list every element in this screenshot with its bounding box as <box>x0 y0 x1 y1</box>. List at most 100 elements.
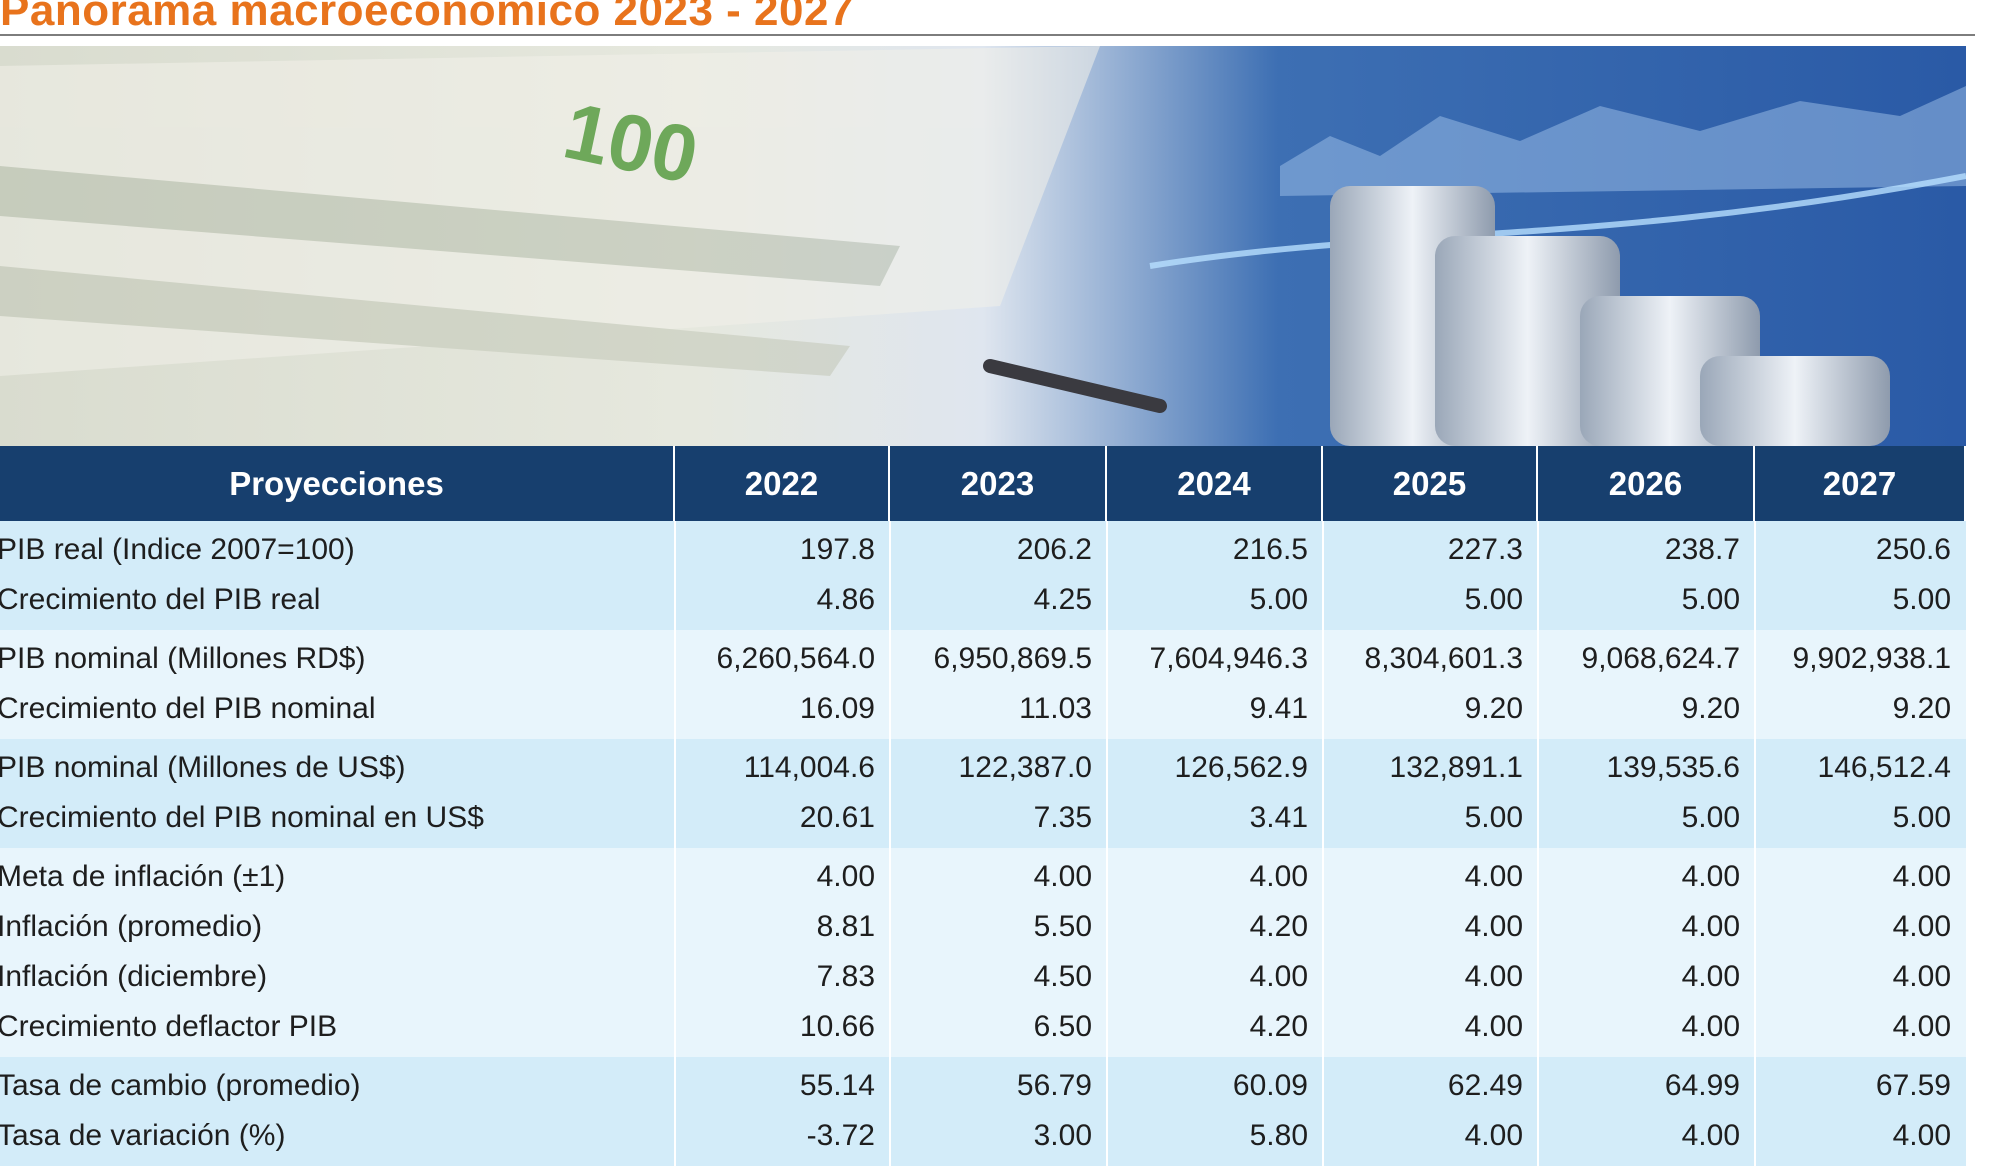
value-cell: 4.00 <box>1892 1119 1951 1152</box>
value-cell: 146,512.4 <box>1817 751 1951 784</box>
value-cell: 4.00 <box>1681 860 1740 893</box>
value-cell: 7.83 <box>816 960 875 993</box>
column-divider <box>1754 521 1756 1166</box>
value-cell: 3.41 <box>1249 801 1308 834</box>
row-label: Inflación (promedio) <box>0 910 263 943</box>
value-cell: 114,004.6 <box>743 751 875 784</box>
row-label: Inflación (diciembre) <box>0 960 268 993</box>
value-cell: 139,535.6 <box>1606 751 1740 784</box>
row-band <box>0 739 1966 848</box>
value-cell: 8,304,601.3 <box>1364 642 1523 675</box>
value-cell: 6,950,869.5 <box>933 642 1092 675</box>
header-photo: 100 <box>0 46 1966 446</box>
value-cell: 4.00 <box>816 860 875 893</box>
value-cell: 126,562.9 <box>1174 751 1308 784</box>
row-band <box>0 848 1966 1057</box>
value-cell: 7,604,946.3 <box>1149 642 1308 675</box>
value-cell: 4.00 <box>1681 960 1740 993</box>
row-label: Crecimiento del PIB nominal en US$ <box>0 801 484 834</box>
value-cell: 197.8 <box>799 533 875 566</box>
column-header: Proyecciones <box>0 446 675 521</box>
value-cell: 4.00 <box>1464 1119 1523 1152</box>
value-cell: 4.00 <box>1249 860 1308 893</box>
column-header: 2024 <box>1107 446 1323 521</box>
value-cell: 250.6 <box>1875 533 1951 566</box>
title-rule <box>0 34 1975 36</box>
value-cell: 4.86 <box>816 583 875 616</box>
value-cell: 9.41 <box>1249 692 1308 725</box>
value-cell: 4.00 <box>1464 1010 1523 1043</box>
value-cell: 11.03 <box>1019 692 1092 725</box>
value-cell: 60.09 <box>1232 1069 1308 1102</box>
value-cell: 5.00 <box>1681 583 1740 616</box>
column-divider <box>1106 521 1108 1166</box>
column-header: 2026 <box>1538 446 1755 521</box>
value-cell: 4.00 <box>1892 1010 1951 1043</box>
value-cell: 206.2 <box>1016 533 1092 566</box>
row-label: Meta de inflación (±1) <box>0 860 286 893</box>
value-cell: 16.09 <box>799 692 875 725</box>
value-cell: 4.00 <box>1464 910 1523 943</box>
column-header: 2027 <box>1755 446 1966 521</box>
value-cell: 67.59 <box>1875 1069 1951 1102</box>
value-cell: 4.00 <box>1892 910 1951 943</box>
value-cell: 4.00 <box>1892 960 1951 993</box>
value-cell: 6.50 <box>1033 1010 1092 1043</box>
value-cell: 55.14 <box>799 1069 875 1102</box>
value-cell: 5.00 <box>1892 583 1951 616</box>
value-cell: 4.25 <box>1033 583 1092 616</box>
value-cell: 5.80 <box>1249 1119 1308 1152</box>
value-cell: 9,068,624.7 <box>1581 642 1740 675</box>
column-divider <box>674 521 676 1166</box>
row-label: Tasa de cambio (promedio) <box>0 1069 361 1102</box>
row-band <box>0 521 1966 630</box>
value-cell: 62.49 <box>1447 1069 1523 1102</box>
row-label: Crecimiento del PIB real <box>0 583 321 616</box>
value-cell: 227.3 <box>1447 533 1523 566</box>
value-cell: 5.00 <box>1892 801 1951 834</box>
row-label: PIB nominal (Millones RD$) <box>0 642 366 675</box>
row-label: Tasa de variación (%) <box>0 1119 286 1152</box>
row-label: PIB real (Indice 2007=100) <box>0 533 355 566</box>
value-cell: 4.00 <box>1892 860 1951 893</box>
value-cell: -3.72 <box>806 1119 875 1152</box>
column-divider <box>1537 521 1539 1166</box>
value-cell: 122,387.0 <box>958 751 1092 784</box>
row-label: Crecimiento deflactor PIB <box>0 1010 338 1043</box>
column-header: 2025 <box>1323 446 1538 521</box>
value-cell: 4.00 <box>1464 960 1523 993</box>
value-cell: 4.20 <box>1249 910 1308 943</box>
value-cell: 64.99 <box>1664 1069 1740 1102</box>
value-cell: 216.5 <box>1232 533 1308 566</box>
value-cell: 4.00 <box>1681 910 1740 943</box>
row-label: Crecimiento del PIB nominal <box>0 692 376 725</box>
value-cell: 5.00 <box>1464 583 1523 616</box>
column-header: 2023 <box>890 446 1107 521</box>
value-cell: 4.00 <box>1464 860 1523 893</box>
value-cell: 6,260,564.0 <box>716 642 875 675</box>
value-cell: 4.00 <box>1681 1119 1740 1152</box>
value-cell: 238.7 <box>1664 533 1740 566</box>
value-cell: 3.00 <box>1033 1119 1092 1152</box>
value-cell: 10.66 <box>799 1010 875 1043</box>
value-cell: 5.00 <box>1249 583 1308 616</box>
value-cell: 4.00 <box>1681 1010 1740 1043</box>
value-cell: 20.61 <box>799 801 875 834</box>
value-cell: 4.50 <box>1033 960 1092 993</box>
value-cell: 9.20 <box>1464 692 1523 725</box>
value-cell: 7.35 <box>1033 801 1092 834</box>
value-cell: 132,891.1 <box>1389 751 1523 784</box>
value-cell: 4.20 <box>1249 1010 1308 1043</box>
value-cell: 5.50 <box>1033 910 1092 943</box>
column-divider <box>889 521 891 1166</box>
value-cell: 9.20 <box>1681 692 1740 725</box>
column-divider <box>1322 521 1324 1166</box>
value-cell: 5.00 <box>1464 801 1523 834</box>
value-cell: 56.79 <box>1016 1069 1092 1102</box>
row-band <box>0 1057 1966 1166</box>
row-band <box>0 630 1966 739</box>
value-cell: 4.00 <box>1033 860 1092 893</box>
value-cell: 4.00 <box>1249 960 1308 993</box>
title: Panorama macroeconómico 2023 - 2027 <box>0 0 854 35</box>
